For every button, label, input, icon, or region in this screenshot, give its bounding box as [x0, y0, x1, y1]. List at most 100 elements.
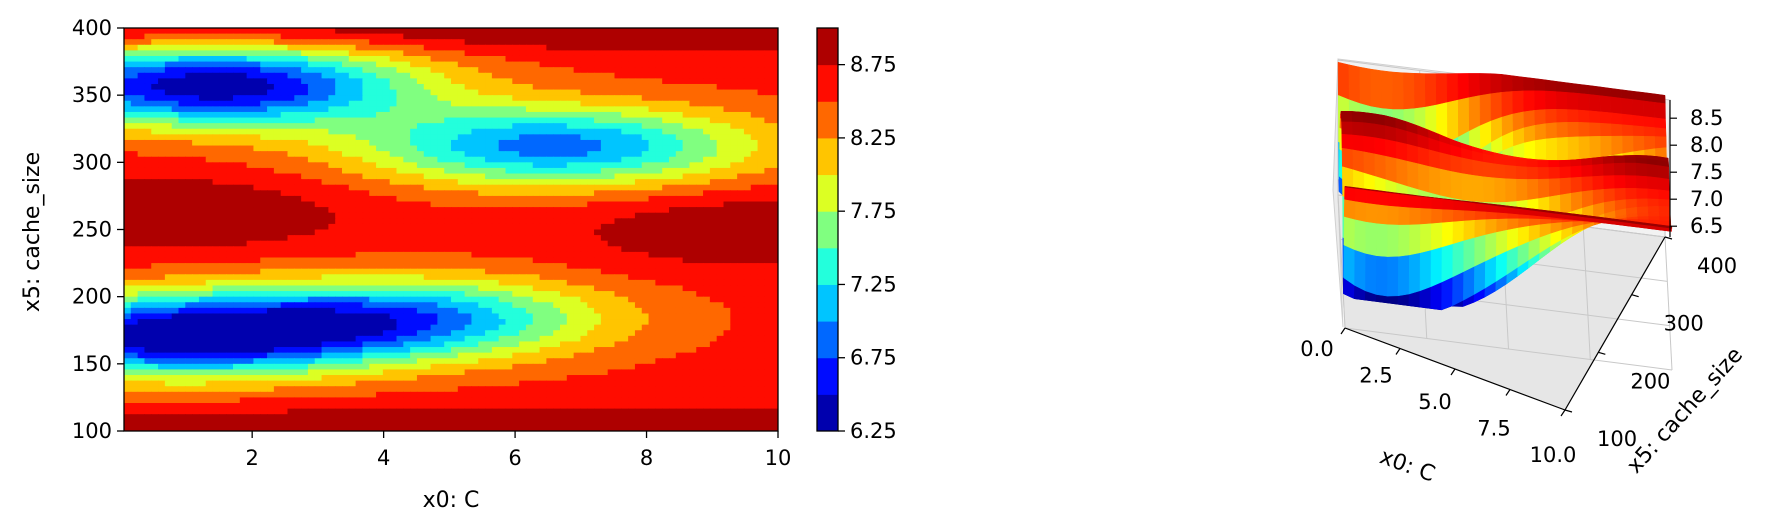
- contour-cell: [553, 111, 561, 119]
- contour-cell: [294, 117, 302, 124]
- contour-cell: [662, 173, 670, 180]
- contour-cell: [178, 33, 186, 40]
- contour-cell: [137, 307, 146, 315]
- contour-cell: [723, 190, 731, 197]
- contour-cell: [335, 251, 343, 259]
- contour-cell: [260, 268, 268, 275]
- contour-cell: [737, 279, 745, 287]
- contour-cell: [648, 307, 656, 315]
- contour-cell: [164, 55, 173, 63]
- contour-cell: [566, 251, 575, 259]
- contour-cell: [348, 235, 357, 242]
- contour-cell: [457, 89, 466, 96]
- contour-cell: [553, 106, 561, 113]
- contour-cell: [198, 240, 207, 247]
- contour-cell: [628, 268, 636, 275]
- contour-cell: [457, 190, 466, 197]
- contour-cell: [621, 307, 629, 315]
- contour-cell: [771, 151, 778, 158]
- contour-cell: [628, 55, 636, 63]
- contour-cell: [124, 72, 132, 79]
- contour-cell: [137, 274, 146, 281]
- contour-cell: [335, 128, 343, 135]
- contour-cell: [267, 268, 275, 275]
- contour-cell: [696, 50, 704, 57]
- contour-cell: [498, 302, 507, 309]
- contour-cell: [321, 55, 329, 63]
- contour-cell: [566, 28, 575, 35]
- contour-cell: [566, 151, 575, 158]
- contour-cell: [253, 307, 261, 315]
- contour-cell: [171, 117, 180, 124]
- contour-cell: [423, 257, 432, 264]
- contour-cell: [171, 246, 180, 253]
- contour-cell: [198, 218, 207, 225]
- contour-cell: [464, 251, 473, 259]
- contour-cell: [621, 111, 629, 119]
- contour-cell: [703, 263, 711, 270]
- contour-cell: [566, 50, 575, 57]
- contour-cell: [505, 235, 513, 242]
- contour-cell: [573, 28, 582, 35]
- contour-cell: [662, 78, 670, 85]
- contour-cell: [253, 291, 261, 298]
- contour-cell: [648, 257, 656, 264]
- contour-cell: [348, 212, 357, 219]
- contour-cell: [716, 83, 725, 91]
- contour-cell: [348, 195, 357, 203]
- contour-cell: [723, 106, 731, 113]
- contour-cell: [662, 307, 670, 315]
- contour-cell: [185, 162, 193, 169]
- contour-cell: [416, 257, 425, 264]
- contour-cell: [376, 251, 384, 259]
- contour-cell: [416, 44, 425, 51]
- contour-cell: [696, 55, 704, 63]
- contour-cell: [260, 240, 268, 247]
- contour-cell: [580, 263, 588, 270]
- contour-cell: [164, 190, 173, 197]
- contour-cell: [314, 218, 323, 225]
- contour-cell: [743, 285, 752, 292]
- contour-cell: [525, 235, 534, 242]
- contour-cell: [124, 302, 132, 309]
- contour-cell: [512, 123, 520, 130]
- contour-cell: [566, 95, 575, 102]
- contour-cell: [491, 313, 500, 320]
- contour-cell: [328, 268, 336, 275]
- contour-cell: [335, 78, 343, 85]
- contour-cell: [669, 223, 677, 231]
- contour-cell: [403, 117, 411, 124]
- contour-cell: [369, 285, 377, 292]
- contour-cell: [205, 50, 214, 57]
- contour-cell: [512, 229, 520, 236]
- contour-cell: [703, 195, 711, 203]
- contour-cell: [505, 61, 513, 68]
- contour-cell: [546, 251, 554, 259]
- contour-cell: [491, 302, 500, 309]
- contour-cell: [539, 240, 547, 247]
- contour-cell: [614, 190, 622, 197]
- contour-cell: [696, 156, 704, 163]
- contour-cell: [396, 291, 404, 298]
- contour-cell: [403, 190, 411, 197]
- contour-cell: [355, 145, 364, 152]
- contour-cell: [709, 72, 718, 79]
- contour-cell: [730, 195, 738, 203]
- contour-cell: [723, 128, 731, 135]
- contour-cell: [416, 72, 425, 79]
- contour-cell: [560, 291, 568, 298]
- contour-cell: [382, 117, 391, 124]
- contour-cell: [253, 179, 261, 186]
- contour-cell: [444, 212, 452, 219]
- contour-cell: [307, 123, 316, 130]
- contour-cell: [410, 195, 418, 203]
- contour-cell: [703, 302, 711, 309]
- contour-cell: [396, 72, 404, 79]
- contour-cell: [546, 268, 554, 275]
- contour-cell: [130, 67, 139, 74]
- contour-cell: [669, 100, 677, 107]
- contour-cell: [260, 229, 268, 236]
- contour-cell: [709, 212, 718, 219]
- contour-cell: [723, 229, 731, 236]
- contour-cell: [164, 296, 173, 303]
